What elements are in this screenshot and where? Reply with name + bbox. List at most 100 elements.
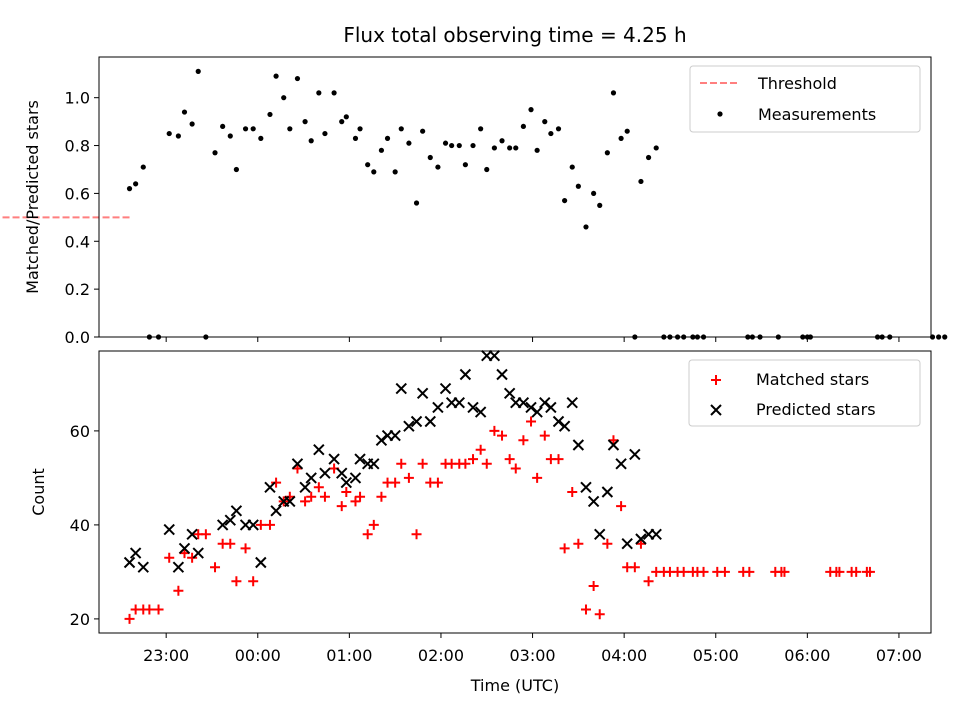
matched-star-point xyxy=(864,566,875,577)
matched-star-point xyxy=(271,477,282,488)
bottom-axis-ticks: 20 40 60 23:00 00:00 01:00 02:00 03:00 04:00 05:0… xyxy=(70,422,922,665)
measurement-point xyxy=(267,111,273,118)
top-legend-box xyxy=(689,65,921,133)
matched-star-point xyxy=(376,491,387,502)
measurement-point xyxy=(548,130,554,137)
bottom-x-tick-label: 00:00 xyxy=(235,646,281,665)
matched-star-point xyxy=(698,566,709,577)
matched-star-point xyxy=(481,458,492,469)
matched-star-point xyxy=(173,585,184,596)
predicted-star-point xyxy=(192,547,204,559)
measurement-point xyxy=(166,130,172,137)
matched-star-point xyxy=(313,482,324,493)
measurement-point xyxy=(618,135,624,141)
predicted-star-point xyxy=(650,528,662,541)
matched-star-point xyxy=(678,566,689,577)
measurement-point xyxy=(294,75,301,82)
matched-star-point xyxy=(300,496,311,507)
matched-star-point xyxy=(719,566,730,577)
measurement-point xyxy=(250,126,256,132)
matched-star-point xyxy=(489,425,500,436)
bottom-x-tick-label: 05:00 xyxy=(693,646,739,665)
predicted-star-point xyxy=(230,505,243,517)
matched-star-point xyxy=(497,430,508,441)
matched-star-point xyxy=(532,472,543,483)
predicted-star-point xyxy=(299,481,311,494)
predicted-star-point xyxy=(305,472,317,484)
matched-star-point xyxy=(403,472,414,483)
predicted-star-point xyxy=(313,443,325,456)
bottom-data-marks xyxy=(123,349,875,624)
matched-star-point xyxy=(164,552,175,563)
bottom-x-tick-label: 04:00 xyxy=(601,646,647,665)
measurement-point xyxy=(406,140,412,146)
measurement-point xyxy=(189,121,195,127)
matched-star-point xyxy=(432,477,443,488)
measurement-point xyxy=(562,197,568,204)
measurement-point xyxy=(528,107,534,113)
matched-star-point xyxy=(616,501,627,512)
matched-star-point xyxy=(573,538,584,549)
predicted-star-point xyxy=(621,537,633,550)
predicted-star-point xyxy=(216,519,229,531)
legend-matched-label: Matched stars xyxy=(756,370,869,389)
measurement-point xyxy=(175,133,181,139)
matched-star-point xyxy=(539,430,550,441)
predicted-star-point xyxy=(224,514,236,526)
measurement-point xyxy=(470,142,476,149)
predicted-star-point xyxy=(503,387,516,400)
bottom-legend-box xyxy=(688,359,921,427)
measurement-point xyxy=(227,133,233,139)
matched-star-point xyxy=(504,454,515,465)
measurement-point xyxy=(645,154,652,161)
legend-threshold-label: Threshold xyxy=(757,74,837,93)
matched-star-point xyxy=(475,444,486,455)
matched-star-point xyxy=(411,529,422,540)
bottom-x-tick-label: 03:00 xyxy=(510,646,556,665)
measurement-point xyxy=(435,164,441,170)
predicted-star-point xyxy=(319,467,331,479)
measurement-point xyxy=(392,169,398,175)
predicted-star-point xyxy=(432,401,444,414)
measurement-point xyxy=(220,123,226,130)
measurement-point xyxy=(287,126,293,132)
measurement-point xyxy=(281,95,287,101)
predicted-star-point xyxy=(403,420,415,432)
predicted-star-point xyxy=(349,472,362,484)
predicted-star-point xyxy=(410,415,423,428)
predicted-star-point xyxy=(467,401,479,414)
bottom-y-tick-label: 20 xyxy=(70,610,90,629)
measurement-point xyxy=(942,334,948,340)
matched-star-point xyxy=(248,576,259,587)
predicted-star-point xyxy=(416,387,429,400)
measurement-point xyxy=(140,164,146,170)
predicted-star-point xyxy=(129,547,142,559)
top-axes-frame xyxy=(98,56,932,338)
measurement-point xyxy=(449,142,455,149)
bottom-x-tick-label: 23:00 xyxy=(143,646,189,665)
measurement-point xyxy=(542,119,548,125)
matched-star-point xyxy=(350,496,361,507)
measurement-point xyxy=(352,135,359,141)
predicted-star-point xyxy=(459,368,472,381)
measurement-point xyxy=(273,73,279,79)
measurement-point xyxy=(316,90,322,96)
bottom-y-tick-label: 40 xyxy=(70,516,90,535)
measurement-point xyxy=(597,202,603,208)
x-axis-label: Time (UTC) xyxy=(470,676,559,695)
measurement-point xyxy=(343,114,349,120)
matched-star-point xyxy=(559,543,570,554)
measurement-point xyxy=(478,126,484,132)
predicted-star-point xyxy=(291,458,304,470)
predicted-star-point xyxy=(178,542,191,555)
matched-star-point xyxy=(396,458,407,469)
matched-star-point xyxy=(588,581,599,591)
matched-star-point xyxy=(834,566,845,577)
top-panel: 0.0 0.2 0.4 0.6 0.8 1.0 Flux total observing … xyxy=(0,23,948,347)
predicted-star-point xyxy=(123,556,136,569)
matched-star-point xyxy=(518,435,529,446)
legend-matched-swatch xyxy=(711,375,721,385)
predicted-star-point xyxy=(635,533,647,545)
matched-star-point xyxy=(144,604,155,615)
predicted-star-point xyxy=(580,481,592,494)
